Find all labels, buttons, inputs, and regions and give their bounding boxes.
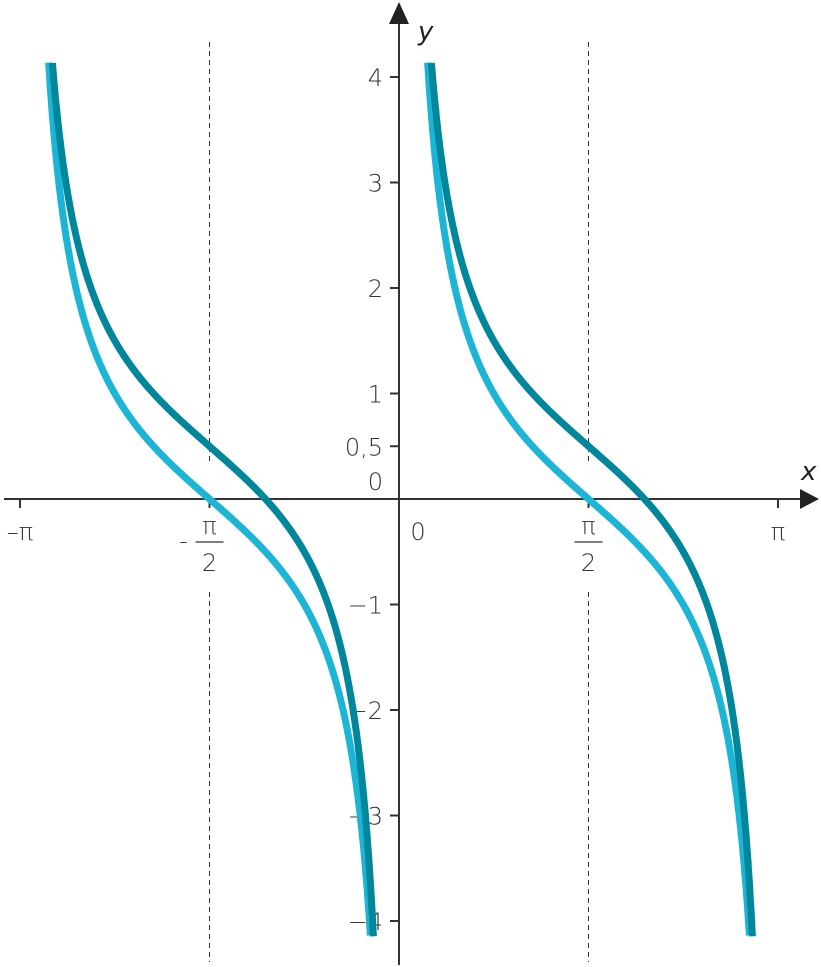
series-2-branch bbox=[427, 62, 756, 937]
x-axis-arrow bbox=[800, 489, 819, 509]
x-tick-label-denominator: 2 bbox=[202, 549, 217, 577]
x-tick-label-sign: - bbox=[179, 527, 188, 555]
series-1-branch bbox=[424, 62, 753, 936]
y-tick-label: 3 bbox=[368, 170, 383, 198]
x-tick-label-numerator: π bbox=[581, 512, 595, 540]
x-tick-label-numerator: π bbox=[202, 512, 216, 540]
x-tick-label: π bbox=[771, 518, 785, 546]
x-tick-label: –π bbox=[7, 518, 33, 546]
x-tick-label-denominator: 2 bbox=[581, 549, 596, 577]
x-axis-label: x bbox=[800, 457, 817, 487]
y-tick-label: −1 bbox=[348, 592, 383, 620]
y-tick-label: 1 bbox=[368, 381, 383, 409]
series-1-branch bbox=[45, 62, 374, 936]
y-axis-arrow bbox=[389, 2, 409, 24]
x-tick-label: 0 bbox=[410, 518, 425, 546]
y-tick-label: −4 bbox=[348, 908, 383, 936]
series-2-branch bbox=[48, 62, 377, 937]
y-axis-label: y bbox=[417, 17, 434, 47]
y-tick-label: 4 bbox=[368, 64, 383, 92]
y-tick-label: 0,5 bbox=[345, 433, 383, 461]
y-tick-label: 2 bbox=[368, 275, 383, 303]
y-tick-label: 0 bbox=[368, 468, 383, 496]
